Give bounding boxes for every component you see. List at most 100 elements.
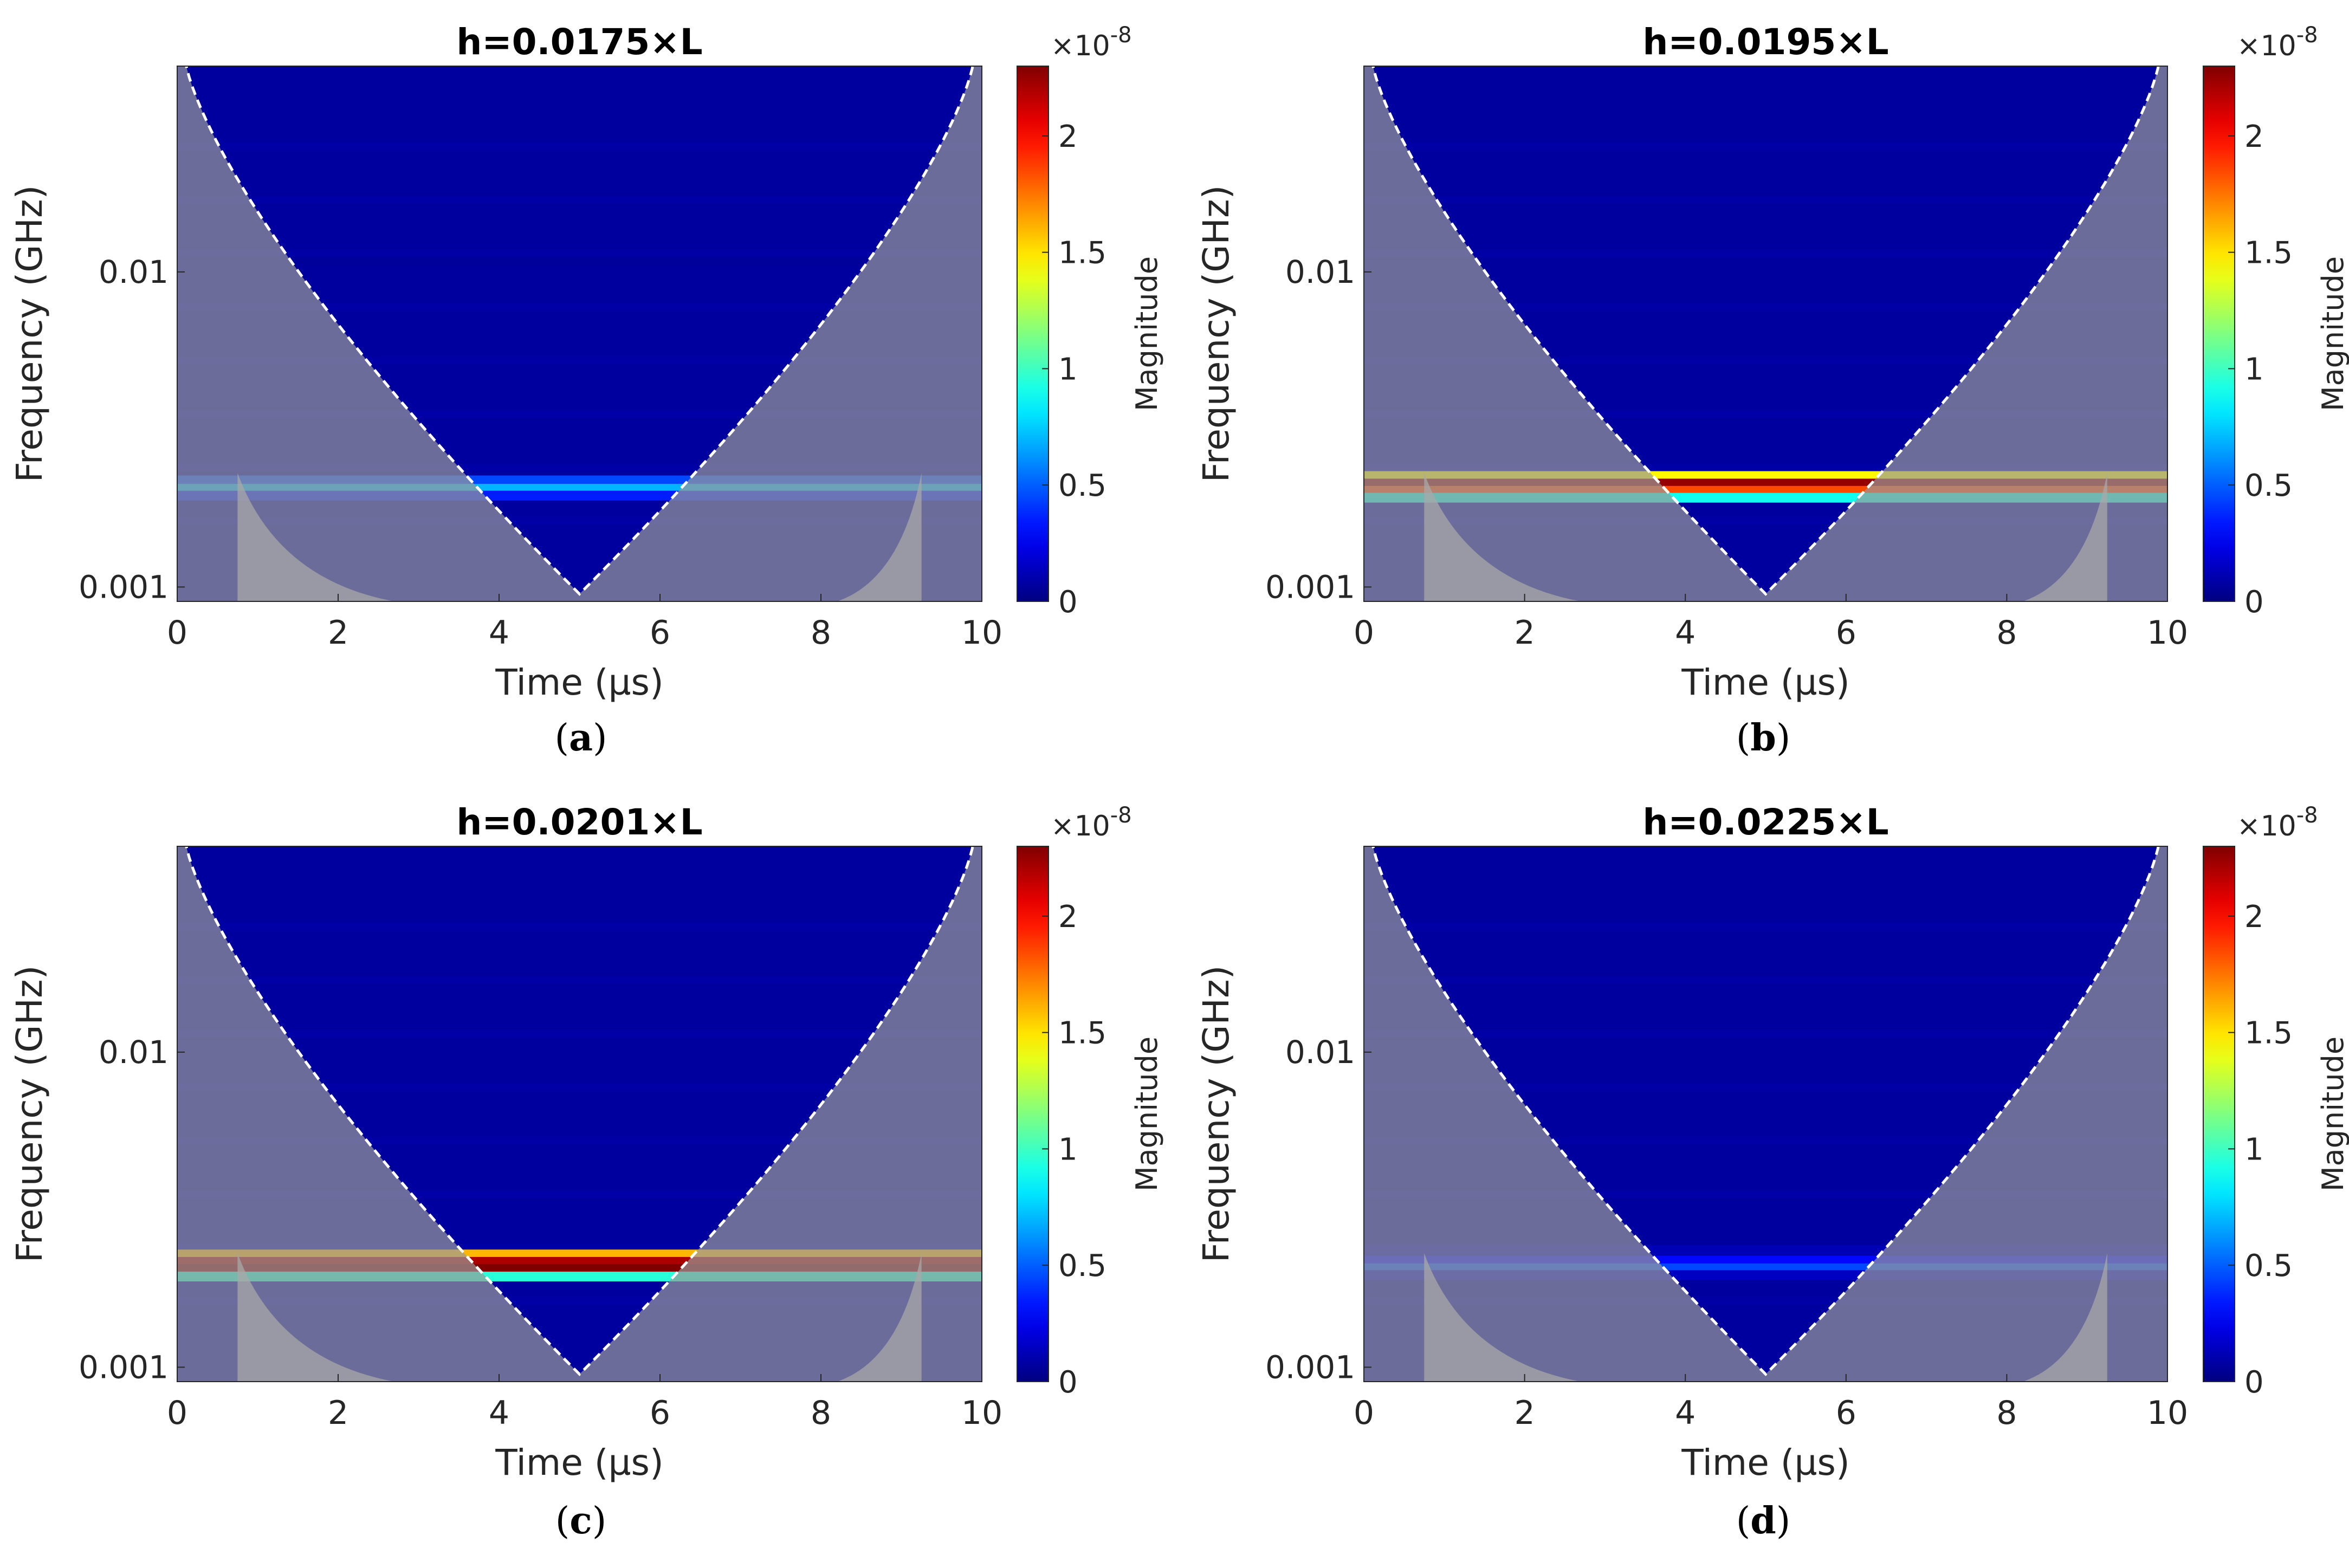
colorbar: 0 0.5 1 1.5 2 ×10-8 Magnitude	[1017, 23, 1164, 620]
colorbar-tick-label: 1.5	[1058, 236, 1106, 271]
x-tick-label: 2	[328, 614, 348, 652]
x-tick-label: 4	[1675, 614, 1696, 652]
x-tick-label: 2	[1515, 1394, 1535, 1432]
colorbar-tick-label: 1.5	[1058, 1016, 1106, 1051]
heatmap-texture	[1364, 143, 2167, 150]
colorbar-exponent: ×10-8	[2237, 803, 2318, 843]
colorbar-exponent-power: -8	[2296, 803, 2318, 828]
chart-title: h=0.0175×L	[456, 21, 702, 63]
colorbar: 0 0.5 1 1.5 2 ×10-8 Magnitude	[2203, 23, 2349, 620]
colorbar-tick-label: 1	[2244, 352, 2264, 387]
x-tick-label: 8	[1996, 1394, 2017, 1432]
x-tick-label: 0	[1354, 1394, 1374, 1432]
y-tick-label: 0.01	[1285, 1034, 1355, 1071]
colorbar-exponent-power: -8	[2296, 23, 2318, 48]
colorbar-tick-label: 1	[2244, 1132, 2264, 1167]
colorbar-tick-label: 0	[2244, 585, 2264, 620]
x-tick-label: 10	[2147, 1394, 2188, 1432]
colorbar-exponent-base: ×10	[2237, 30, 2296, 62]
colorbar-tick-label: 0	[2244, 1365, 2264, 1400]
x-tick-label: 4	[489, 614, 509, 652]
figure: h=0.0175×L0 2 4 6 8 100.0010.01Time (µs)Frequ…	[0, 0, 2349, 1568]
colorbar-exponent-base: ×10	[2237, 810, 2296, 843]
colorbar-label: Magnitude	[2316, 256, 2349, 411]
x-axis-label: Time (µs)	[1681, 662, 1849, 703]
x-tick-label: 6	[1836, 1394, 1856, 1432]
colorbar-tick-label: 1	[1058, 1132, 1078, 1167]
colorbar-gradient	[2203, 66, 2235, 601]
x-tick-label: 6	[1836, 614, 1856, 652]
colorbar: 0 0.5 1 1.5 2 ×10-8 Magnitude	[2203, 803, 2349, 1400]
heatmap-texture	[1364, 977, 2167, 983]
y-axis-label: Frequency (GHz)	[9, 966, 50, 1263]
colorbar-label: Magnitude	[2316, 1036, 2349, 1191]
plot-area	[1364, 60, 2167, 604]
colorbar-exponent: ×10-8	[1051, 23, 1132, 62]
colorbar-gradient	[2203, 846, 2235, 1382]
x-tick-label: 8	[1996, 614, 2017, 652]
colorbar-label: Magnitude	[1130, 256, 1164, 411]
colorbar-tick-label: 0	[1058, 585, 1078, 620]
heatmap-band	[177, 256, 982, 266]
heatmap-texture	[177, 977, 982, 983]
plot-area	[177, 60, 982, 604]
chart-title: h=0.0195×L	[1642, 21, 1888, 63]
subfigure-label: (a)	[554, 716, 607, 760]
y-tick-label: 0.01	[1285, 254, 1355, 290]
chart-title: h=0.0201×L	[456, 801, 702, 843]
x-axis-label: Time (µs)	[495, 662, 663, 703]
heatmap-texture	[177, 143, 982, 150]
colorbar-exponent: ×10-8	[1051, 803, 1132, 843]
x-tick-label: 8	[811, 1394, 831, 1432]
colorbar-tick-label: 1.5	[2244, 1016, 2293, 1051]
y-tick-label: 0.01	[99, 1034, 169, 1071]
x-tick-label: 10	[961, 614, 1002, 652]
y-tick-label: 0.01	[99, 254, 169, 290]
colorbar-label: Magnitude	[1130, 1036, 1164, 1191]
y-axis-label: Frequency (GHz)	[9, 185, 50, 483]
colorbar-tick-label: 0.5	[1058, 1248, 1106, 1284]
heatmap-texture	[1364, 1031, 2167, 1037]
colorbar-tick-label: 0.5	[2244, 1248, 2293, 1284]
heatmap-texture	[1364, 250, 2167, 257]
colorbar-tick-label: 0.5	[1058, 468, 1106, 503]
x-tick-label: 10	[961, 1394, 1002, 1432]
subfigure-label: (b)	[1736, 716, 1791, 760]
colorbar-tick-label: 2	[1058, 899, 1078, 935]
x-axis-label: Time (µs)	[1681, 1442, 1849, 1483]
colorbar-tick-label: 2	[1058, 119, 1078, 154]
colorbar-exponent-base: ×10	[1051, 810, 1110, 843]
plot-area	[177, 840, 982, 1384]
heatmap-texture	[1364, 923, 2167, 930]
colorbar-tick-label: 0.5	[2244, 468, 2293, 503]
x-tick-label: 4	[489, 1394, 509, 1432]
x-tick-label: 8	[811, 614, 831, 652]
colorbar-exponent-power: -8	[1110, 23, 1132, 48]
heatmap-texture	[177, 197, 982, 203]
y-tick-label: 0.001	[1265, 1349, 1355, 1385]
colorbar-tick-label: 1	[1058, 352, 1078, 387]
heatmap-texture	[177, 1031, 982, 1037]
x-tick-label: 0	[167, 614, 187, 652]
plot-area	[1364, 840, 2167, 1384]
x-tick-label: 6	[650, 614, 670, 652]
colorbar-gradient	[1017, 66, 1049, 601]
heatmap-texture	[177, 250, 982, 257]
subfigure-label: (d)	[1736, 1499, 1791, 1543]
colorbar: 0 0.5 1 1.5 2 ×10-8 Magnitude	[1017, 803, 1164, 1400]
chart-title: h=0.0225×L	[1642, 801, 1888, 843]
x-axis-label: Time (µs)	[495, 1442, 663, 1483]
x-tick-label: 4	[1675, 1394, 1696, 1432]
y-tick-label: 0.001	[1265, 568, 1355, 605]
colorbar-tick-label: 0	[1058, 1365, 1078, 1400]
subfigure-label: (c)	[555, 1499, 606, 1543]
x-tick-label: 10	[2147, 614, 2188, 652]
x-tick-label: 0	[1354, 614, 1374, 652]
colorbar-exponent-base: ×10	[1051, 30, 1110, 62]
x-tick-label: 0	[167, 1394, 187, 1432]
y-tick-label: 0.001	[79, 1349, 169, 1385]
y-axis-label: Frequency (GHz)	[1195, 966, 1237, 1263]
